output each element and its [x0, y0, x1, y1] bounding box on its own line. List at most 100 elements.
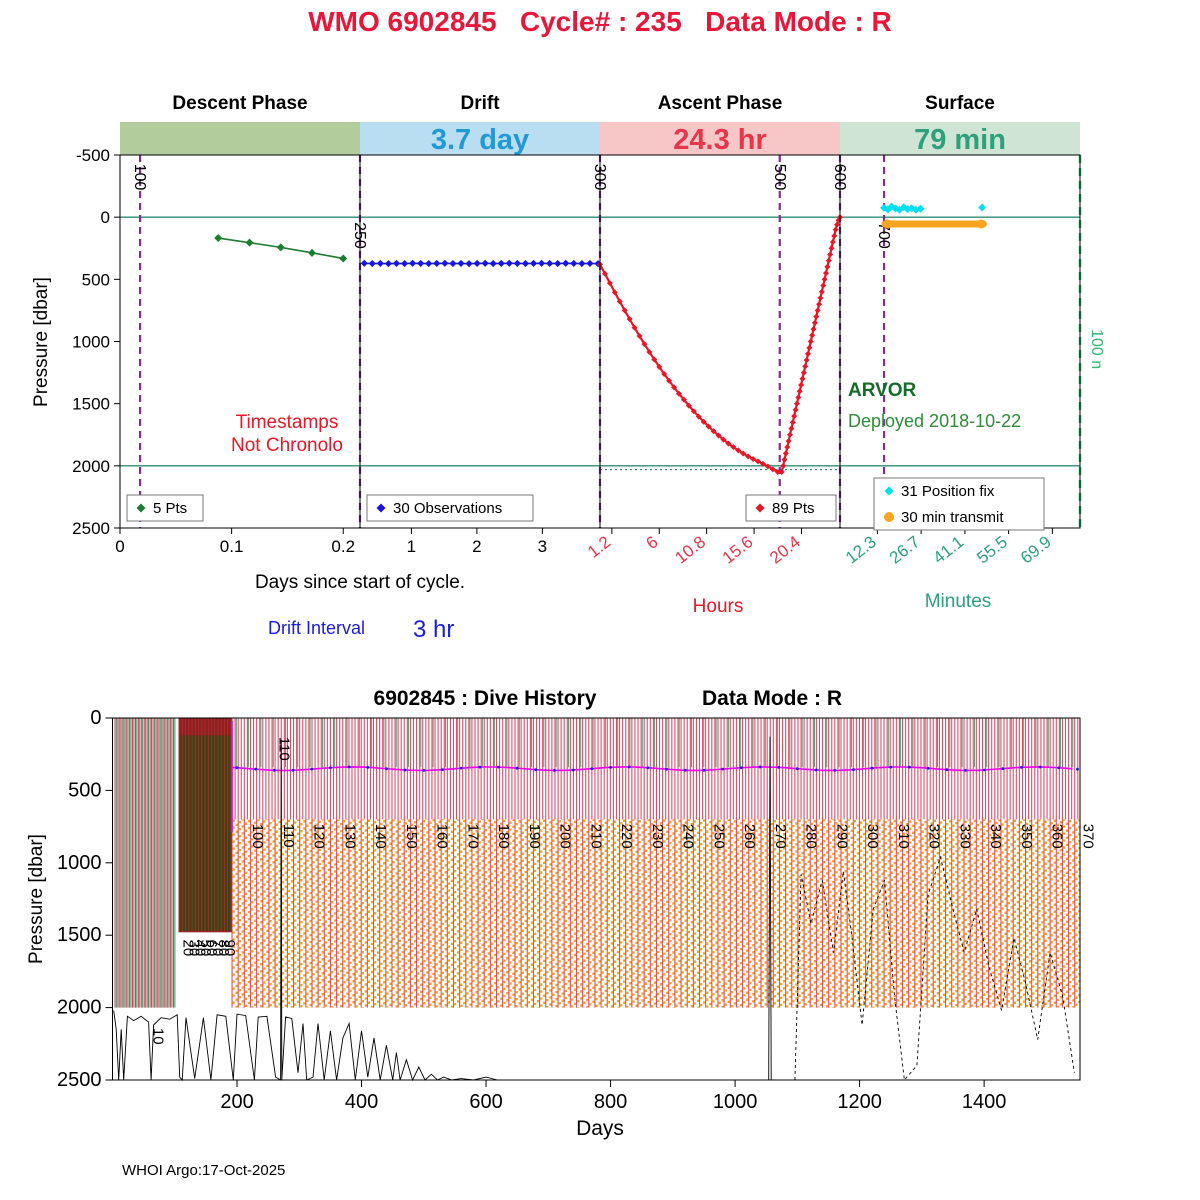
drift-point [465, 260, 473, 268]
y-tick-label: 0 [90, 707, 101, 729]
ascent-point [606, 280, 613, 287]
legend-box [873, 477, 1045, 531]
drift-obs-dot [739, 766, 743, 770]
drift-point [425, 259, 433, 268]
cycle-number-label: 60 [203, 940, 220, 957]
dive-history-title: 6902845 : Dive History [374, 687, 597, 710]
ascent-point [818, 288, 825, 295]
drift-point [360, 259, 368, 267]
ascent-point [789, 419, 796, 426]
x-tick-label: 0.1 [220, 537, 244, 556]
cycle-number-label: 290 [833, 824, 850, 849]
cycle-timeline-chart: Descent Phase Drift 3.7 day Ascent Phase 24.… [31, 93, 1105, 643]
cycle-number-label: 70 [209, 940, 226, 957]
ascent-point [817, 294, 824, 301]
ascent-point [800, 369, 807, 376]
x-tick-label: 1000 [713, 1091, 758, 1113]
ascent-point [825, 257, 832, 264]
ascent-point [621, 307, 628, 314]
ascent-point [720, 436, 727, 443]
legend-label-descent: 5 Pts [153, 500, 187, 517]
x-tick-label: 6 [643, 532, 662, 553]
drift-interval-label: Drift Interval [268, 618, 365, 638]
cycle-number-label: 300 [864, 824, 881, 849]
ascent-point [626, 316, 633, 323]
drift-point [497, 259, 505, 268]
drift-point [513, 259, 521, 268]
drift-point [441, 259, 449, 267]
drift-obs-dot [945, 768, 949, 772]
legend-marker-transmit [884, 512, 894, 522]
cycle-number-label: 340 [987, 824, 1004, 849]
phase-title: Descent Phase [172, 93, 307, 114]
x-axis-title-hours: Hours [693, 596, 744, 617]
ascent-point [695, 413, 702, 420]
drift-obs-dot [1038, 765, 1042, 769]
ascent-point [680, 396, 687, 403]
drift-obs-dot [758, 765, 762, 769]
drift-obs-dot [627, 765, 631, 769]
cycle-number-label: 130 [341, 824, 358, 849]
drift-point [481, 259, 489, 267]
descent-point [245, 238, 254, 247]
ascent-point [778, 469, 785, 476]
drift-obs-dot [795, 767, 799, 771]
event-line-label: 500 [771, 164, 788, 191]
ascent-point [791, 413, 798, 420]
ascent-point [810, 326, 817, 333]
ascent-point [780, 462, 787, 469]
x-tick-label: 3 [538, 537, 547, 556]
drift-obs-dot [497, 765, 500, 769]
drift-obs-dot [385, 767, 388, 771]
legend-label-fix: 31 Position fix [901, 483, 995, 500]
dive-history-data-mode: Data Mode : R [702, 687, 842, 710]
ascent-point [782, 450, 789, 457]
bathymetry-spike [768, 736, 772, 1081]
descent-point [276, 243, 285, 252]
cycle-number-label: 240 [680, 824, 697, 849]
drift-point [408, 259, 417, 267]
ascent-point [755, 458, 762, 465]
cycle-number-label: 50 [197, 940, 214, 957]
drift-point [449, 259, 457, 268]
y-tick-label: 500 [82, 270, 110, 289]
ascent-point [806, 344, 813, 351]
y-tick-label: 1500 [57, 924, 102, 946]
x-tick-label: 400 [345, 1091, 378, 1113]
x-tick-label: 41.1 [930, 532, 968, 567]
drift-obs-dot [459, 766, 463, 770]
cycle-number-label: 10 [150, 1028, 167, 1045]
phase-band [840, 122, 1080, 155]
phase-band [120, 122, 360, 155]
drift-point [384, 260, 393, 268]
ascent-point [774, 469, 781, 476]
drift-obs-dot [515, 766, 519, 770]
cycle-number-label: 250 [710, 824, 727, 849]
x-tick-label: 1400 [962, 1091, 1007, 1113]
x-axis-title-days: Days since start of cycle. [255, 572, 465, 593]
bathymetry-trace-dashed [794, 855, 1075, 1082]
drift-obs-dot [571, 768, 575, 772]
phase-duration: 79 min [914, 124, 1006, 156]
cycle-number-label: 260 [741, 824, 758, 849]
phase-title: Ascent Phase [658, 93, 783, 114]
cycle-number-label: 320 [926, 824, 943, 849]
drift-point [489, 259, 497, 268]
drift-obs-dot [833, 768, 837, 772]
ascent-point [799, 375, 806, 382]
phase-title: Surface [925, 93, 995, 114]
drift-obs-dot [254, 767, 258, 771]
cycle-number-label: 270 [772, 824, 789, 849]
ascent-point [656, 363, 663, 370]
cycle-number-label: 310 [895, 824, 912, 849]
cycle-number-label: 40 [191, 940, 208, 957]
ascent-point [793, 400, 800, 407]
y-tick-label: 1000 [72, 333, 110, 352]
drift-obs-dot [721, 767, 725, 771]
ascent-point [832, 226, 839, 233]
ascent-line [599, 216, 841, 474]
legend-marker-ascent [755, 503, 765, 513]
cycle-number-label: 360 [1049, 824, 1066, 849]
drift-obs-dot [609, 765, 612, 769]
x-tick-label: 20.4 [766, 532, 804, 567]
